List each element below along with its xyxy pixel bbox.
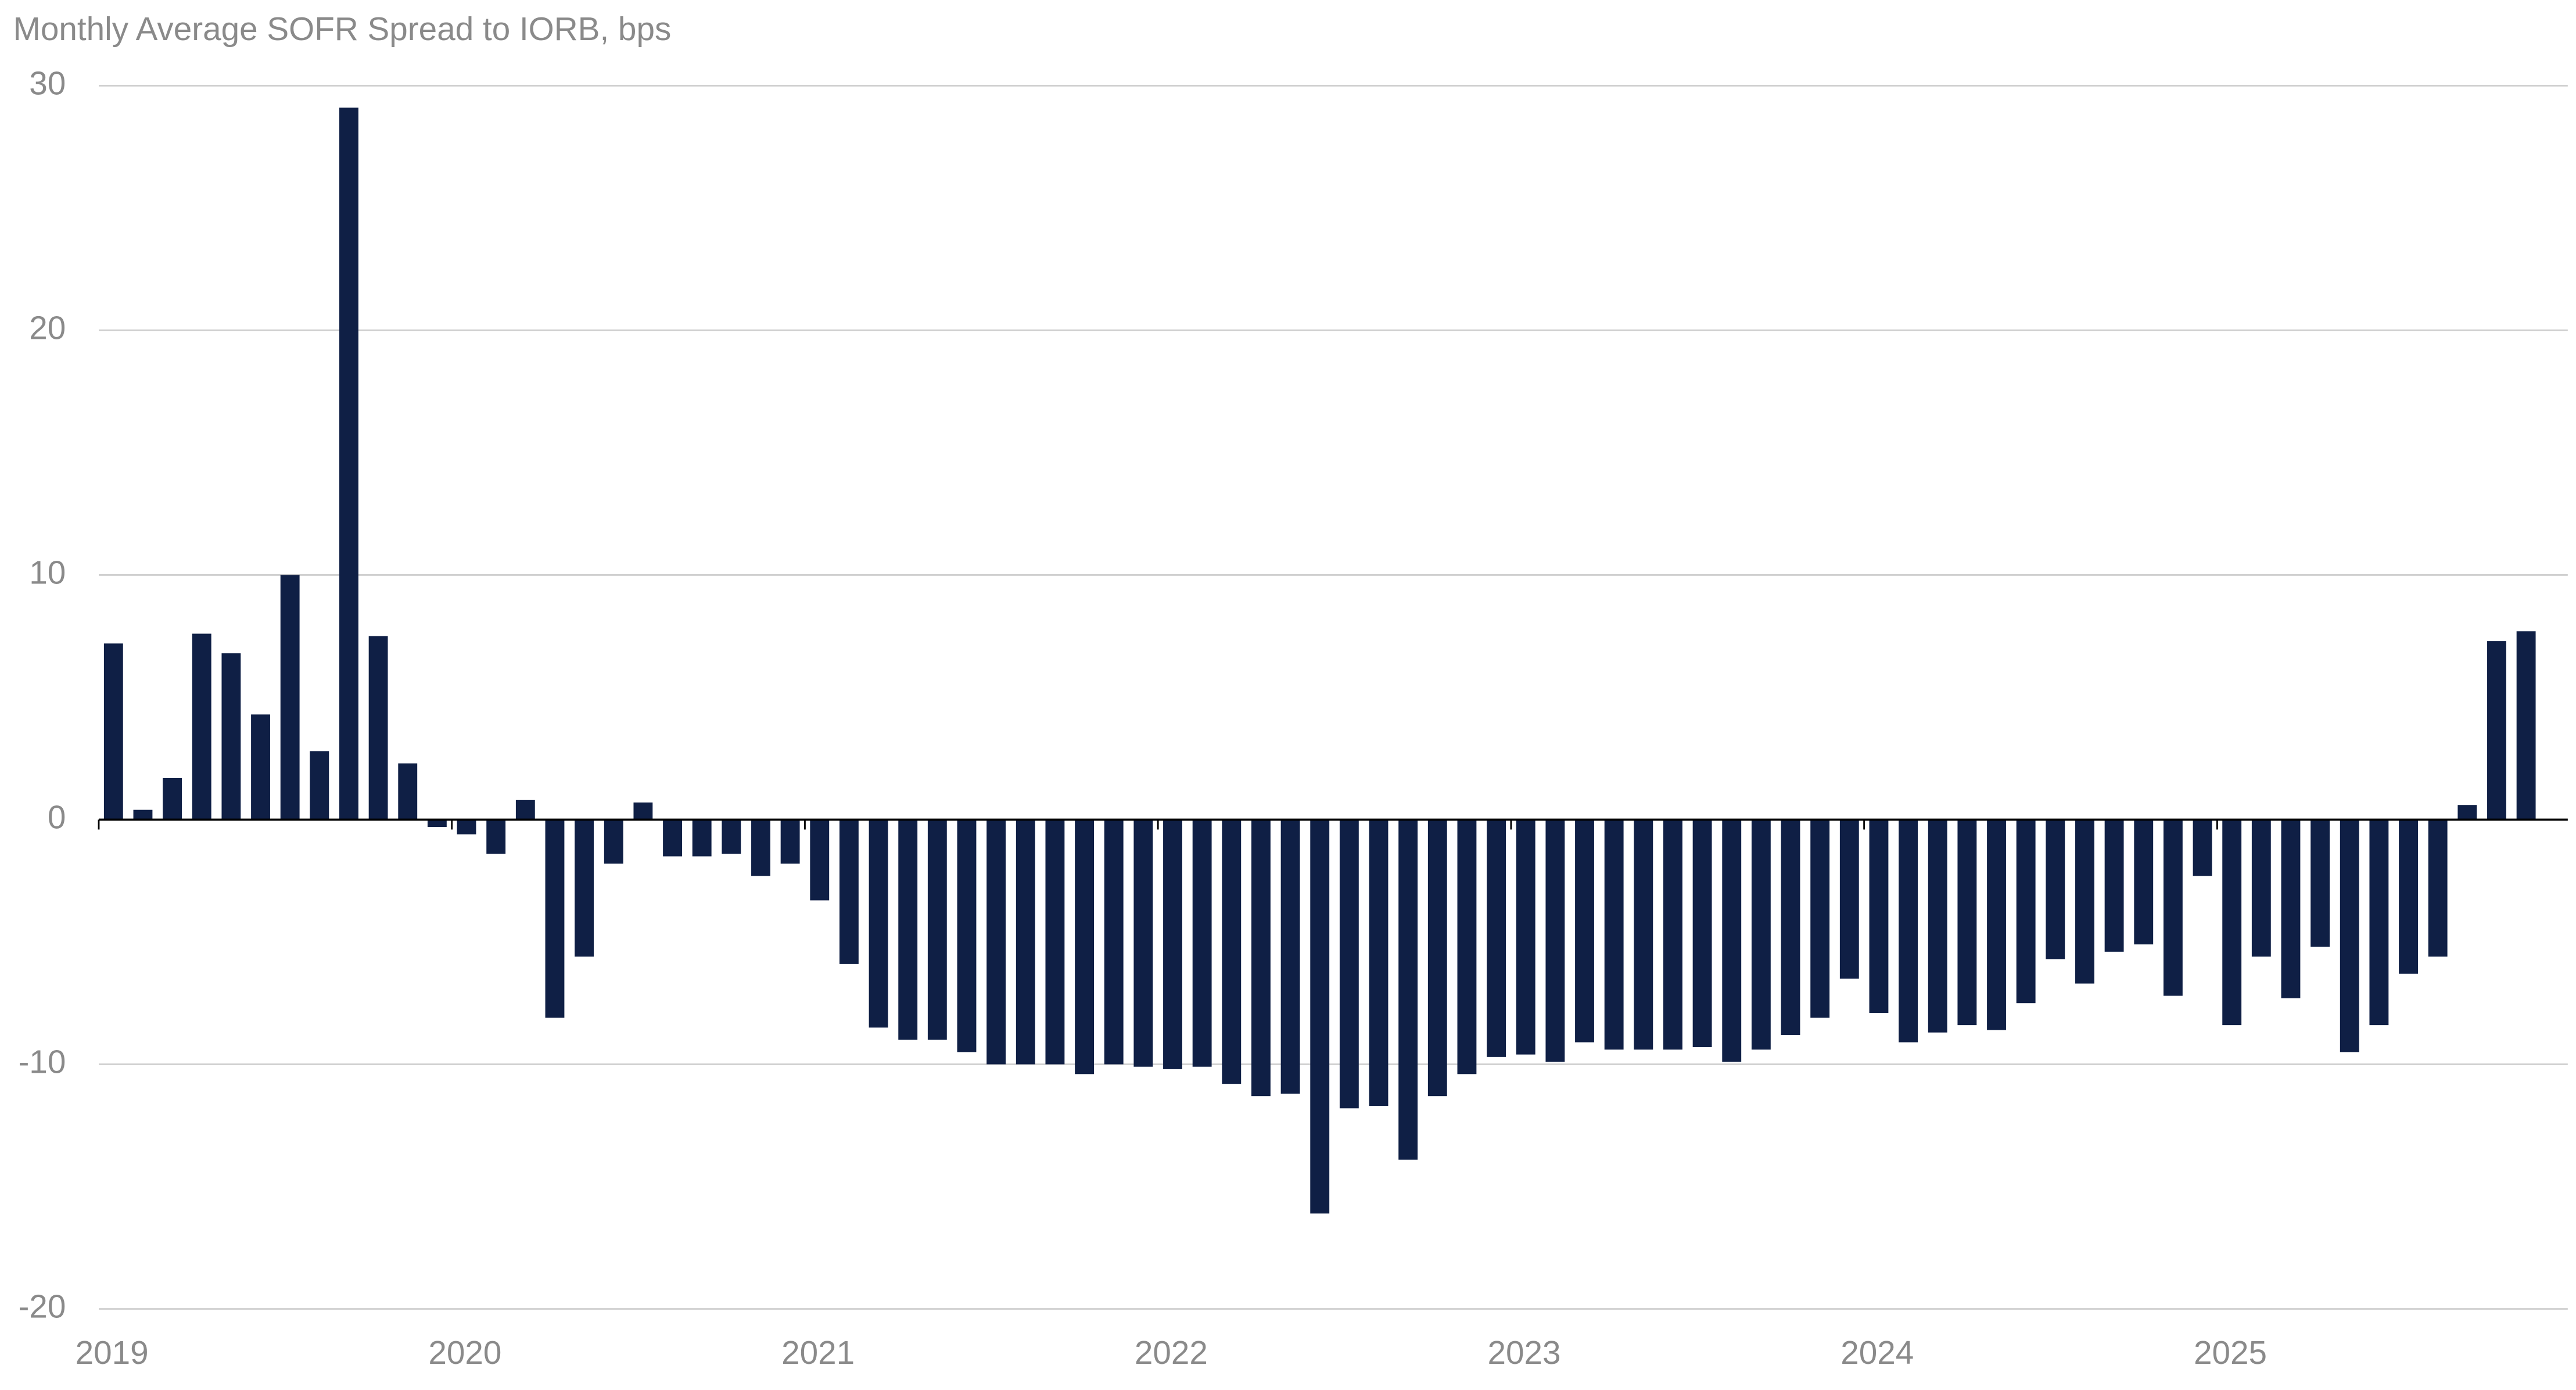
bar [1222,819,1242,1084]
bar [163,778,182,820]
bar [1810,819,1830,1018]
bar [1575,819,1594,1042]
y-tick-label: 10 [29,554,66,591]
bar [1487,819,1506,1057]
bar [751,819,770,876]
bar [898,819,918,1040]
bar [1427,819,1447,1097]
y-tick-label: 30 [29,65,66,102]
bar [663,819,682,857]
bar [368,636,388,820]
bar [1781,819,1800,1035]
bar [2163,819,2183,996]
bar [2310,819,2330,947]
bar [192,633,211,820]
bar [1869,819,1889,1013]
bar [280,575,300,820]
bar [633,803,653,820]
x-tick-label: 2023 [1488,1335,1561,1371]
bar [1045,819,1065,1065]
bar [2516,631,2536,820]
bar [427,819,447,827]
bar [1251,819,1271,1097]
bar [486,819,506,854]
bar [133,809,153,820]
bar [251,714,270,820]
bar [339,108,358,820]
bar [1516,819,1535,1055]
bar [2046,819,2065,959]
bar [2457,805,2477,820]
bar [986,819,1006,1065]
x-tick-label: 2025 [2194,1335,2267,1371]
bar [1987,819,2006,1030]
bar [457,819,476,834]
chart-title: Monthly Average SOFR Spread to IORB, bps [13,11,672,48]
bar [2016,819,2036,1004]
bar [1163,819,1182,1069]
bar [1016,819,1035,1065]
bar [1369,819,1389,1106]
bar [2399,819,2418,974]
bar [545,819,565,1018]
bar [1928,819,1947,1033]
bar [1839,819,1859,979]
x-tick-label: 2021 [781,1335,855,1371]
bar [2340,819,2359,1052]
bar [1751,819,1771,1050]
bar [1457,819,1477,1074]
bar [1634,819,1653,1050]
bar [1310,819,1330,1214]
bar [2369,819,2389,1026]
bar [1104,819,1124,1065]
bar [1339,819,1359,1109]
bar [780,819,800,864]
bar [2193,819,2212,876]
bar [869,819,888,1028]
bar [1663,819,1682,1050]
bar [1133,819,1153,1067]
bar [310,751,329,820]
bar [1692,819,1712,1048]
bar [722,819,741,854]
bar [2251,819,2271,957]
y-tick-label: -20 [18,1288,66,1325]
bar [1957,819,1977,1026]
x-tick-label: 2020 [428,1335,501,1371]
bar [2075,819,2094,984]
bar [1545,819,1565,1062]
bar [2428,819,2448,957]
bar [221,653,241,820]
bar [810,819,830,901]
y-tick-label: 20 [29,310,66,346]
bar [1280,819,1300,1094]
bar [957,819,977,1052]
bar [1192,819,1212,1067]
bar [692,819,712,857]
y-tick-label: -10 [18,1044,66,1080]
bar [927,819,947,1040]
bar [575,819,594,957]
bar [2104,819,2124,952]
bar [2222,819,2242,1026]
bar [839,819,859,964]
x-tick-label: 2024 [1840,1335,1914,1371]
bar [103,643,123,820]
bar [604,819,623,864]
bar [2134,819,2154,945]
bar [1722,819,1742,1062]
bar [1398,819,1418,1160]
bar [1075,819,1094,1074]
bar [2487,641,2506,820]
bar [2281,819,2301,998]
y-tick-label: 0 [48,799,66,836]
x-tick-label: 2019 [76,1335,149,1371]
bar [398,763,418,820]
x-tick-label: 2022 [1135,1335,1208,1371]
bar [1899,819,1918,1042]
bar [1604,819,1624,1050]
bar [515,800,535,820]
